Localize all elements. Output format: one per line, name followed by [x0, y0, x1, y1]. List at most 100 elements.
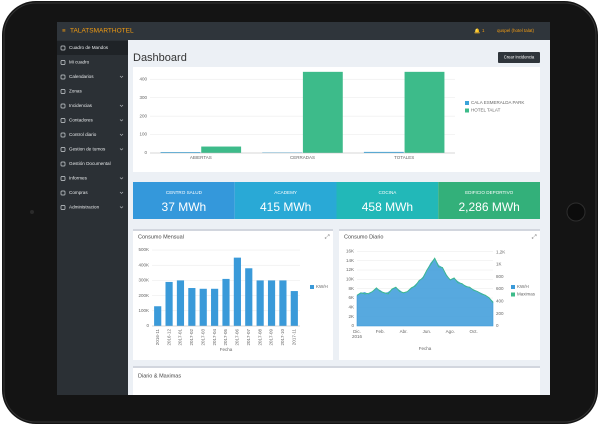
create-button-label[interactable]: Crear Incidencia [504, 55, 535, 60]
menu-item[interactable]: Mi cuadro [69, 60, 90, 65]
menu-icon [60, 161, 66, 167]
y-tick-label: 10K [346, 277, 354, 282]
menu-item[interactable]: Gestion de turnos [69, 147, 106, 152]
legend-swatch [465, 101, 469, 105]
y-tick-label: 300 [139, 95, 147, 100]
x-tick-label: Abr. [400, 329, 408, 334]
legend-label: KW/H [517, 284, 529, 289]
y-tick-label: 0 [146, 323, 149, 328]
y2-tick-label: 800 [496, 274, 504, 279]
kpi-tile [133, 182, 235, 219]
menu-icon [60, 60, 66, 65]
bar [267, 280, 276, 326]
menu-item[interactable]: Informes [69, 176, 88, 181]
menu-item[interactable]: Administracion [69, 205, 100, 210]
y-tick-label: 200 [139, 113, 147, 118]
menu-icon [60, 45, 66, 51]
y2-tick-label: 200 [496, 311, 504, 316]
y-tick-label: 0 [351, 323, 354, 328]
bar [222, 278, 230, 326]
bar [302, 71, 343, 153]
menu-item[interactable]: Contadores [69, 118, 93, 123]
menu-icon [60, 205, 66, 210]
y2-tick-label: 400 [496, 299, 504, 304]
bar [262, 152, 303, 153]
y2-tick-label: 1,2K [496, 249, 505, 254]
chevron [119, 206, 124, 209]
y-tick-label: 8K [348, 286, 354, 291]
chevron [119, 133, 124, 136]
x-tick-label: 2017-02 [189, 329, 194, 346]
kpi-label: CENTRO SALUD [166, 190, 203, 195]
x-tick-label: 2017-03 [200, 329, 205, 346]
expand-icon[interactable]: ⤢ [532, 234, 537, 241]
home-button[interactable] [566, 202, 586, 222]
x-tick-label: 2017-08 [257, 329, 262, 346]
kpi-tile [234, 182, 337, 219]
x-tick-label: 2017-04 [212, 329, 217, 346]
bell-icon[interactable]: 🔔 [474, 27, 480, 34]
menu-icon [60, 176, 66, 181]
create-button[interactable] [498, 52, 540, 63]
expand-icon[interactable]: ⤢ [325, 234, 330, 241]
bar [279, 280, 287, 326]
kpi-value: 458 MWh [362, 200, 413, 214]
kpi-label: ACADEMY [274, 190, 297, 195]
y-tick-label: 500K [138, 247, 149, 252]
x-tick-label: Jun. [423, 329, 432, 334]
menu-item[interactable]: Calendarios [69, 74, 94, 79]
menu-item[interactable]: Incidencias [69, 103, 93, 108]
bar [160, 152, 201, 153]
line [356, 257, 494, 303]
bar [404, 71, 445, 153]
panel-border [339, 229, 540, 231]
bar [165, 281, 173, 326]
y-tick-label: 12K [346, 267, 354, 272]
y-tick-label: 0 [144, 150, 147, 155]
bar [154, 306, 162, 326]
y-tick-label: 6K [348, 295, 354, 300]
chart-title: Consumo Mensual [138, 234, 184, 240]
x-tick-label: 2017-01 [178, 329, 183, 346]
x-tick-label: Dic. 2016 [352, 329, 363, 339]
chevron [119, 177, 124, 180]
bar [211, 288, 219, 326]
bar [188, 288, 196, 326]
x-tick-label: Oct. [469, 329, 477, 334]
x-tick-label: TOTALES [394, 155, 414, 160]
bezel-edge [3, 2, 597, 423]
menu-icon[interactable]: ≡ [62, 29, 66, 35]
y-tick-label: 16K [346, 249, 354, 254]
panel [133, 229, 333, 360]
menu-icon [60, 89, 66, 94]
kpi-label: EDIFICIO DEPORTIVO [465, 190, 514, 195]
menu-item[interactable]: Compras [69, 190, 88, 195]
brand[interactable]: TALATSMARTHOTEL [70, 28, 134, 35]
menu-item[interactable]: Gestión Documental [69, 161, 111, 166]
x-tick-label: 2017-07 [246, 329, 251, 346]
kpi-label: COCINA [378, 190, 397, 195]
bar [199, 288, 207, 326]
y2-tick-label: 0 [496, 323, 499, 328]
menu-item[interactable]: Control diario [69, 132, 97, 137]
y-tick-label: 200K [138, 293, 149, 298]
x-tick-label: 2016-12 [166, 329, 171, 346]
y-tick-label: 400 [139, 76, 147, 81]
notification-count[interactable]: 1 [482, 28, 485, 33]
user-menu[interactable]: quspel (hotel talat) [497, 28, 535, 33]
y-tick-label: 100 [139, 132, 147, 137]
bar [290, 291, 298, 326]
kpi-value: 37 MWh [162, 200, 207, 214]
menu-icon [60, 74, 66, 80]
x-tick-label: ABIERTAS [190, 155, 212, 160]
chevron [119, 104, 124, 107]
menu-item[interactable]: Zonas [69, 89, 82, 94]
menu-item[interactable]: Cuadro de Mandos [69, 45, 109, 50]
legend-swatch [511, 285, 515, 289]
panel-title: Diario & Maximas [138, 373, 181, 379]
x-tick-label: 2016-11 [155, 329, 160, 346]
y-tick-label: 400K [138, 262, 149, 267]
bar [245, 268, 253, 326]
x-tick-label: 2017-05 [223, 329, 228, 346]
menu-icon [60, 147, 66, 152]
